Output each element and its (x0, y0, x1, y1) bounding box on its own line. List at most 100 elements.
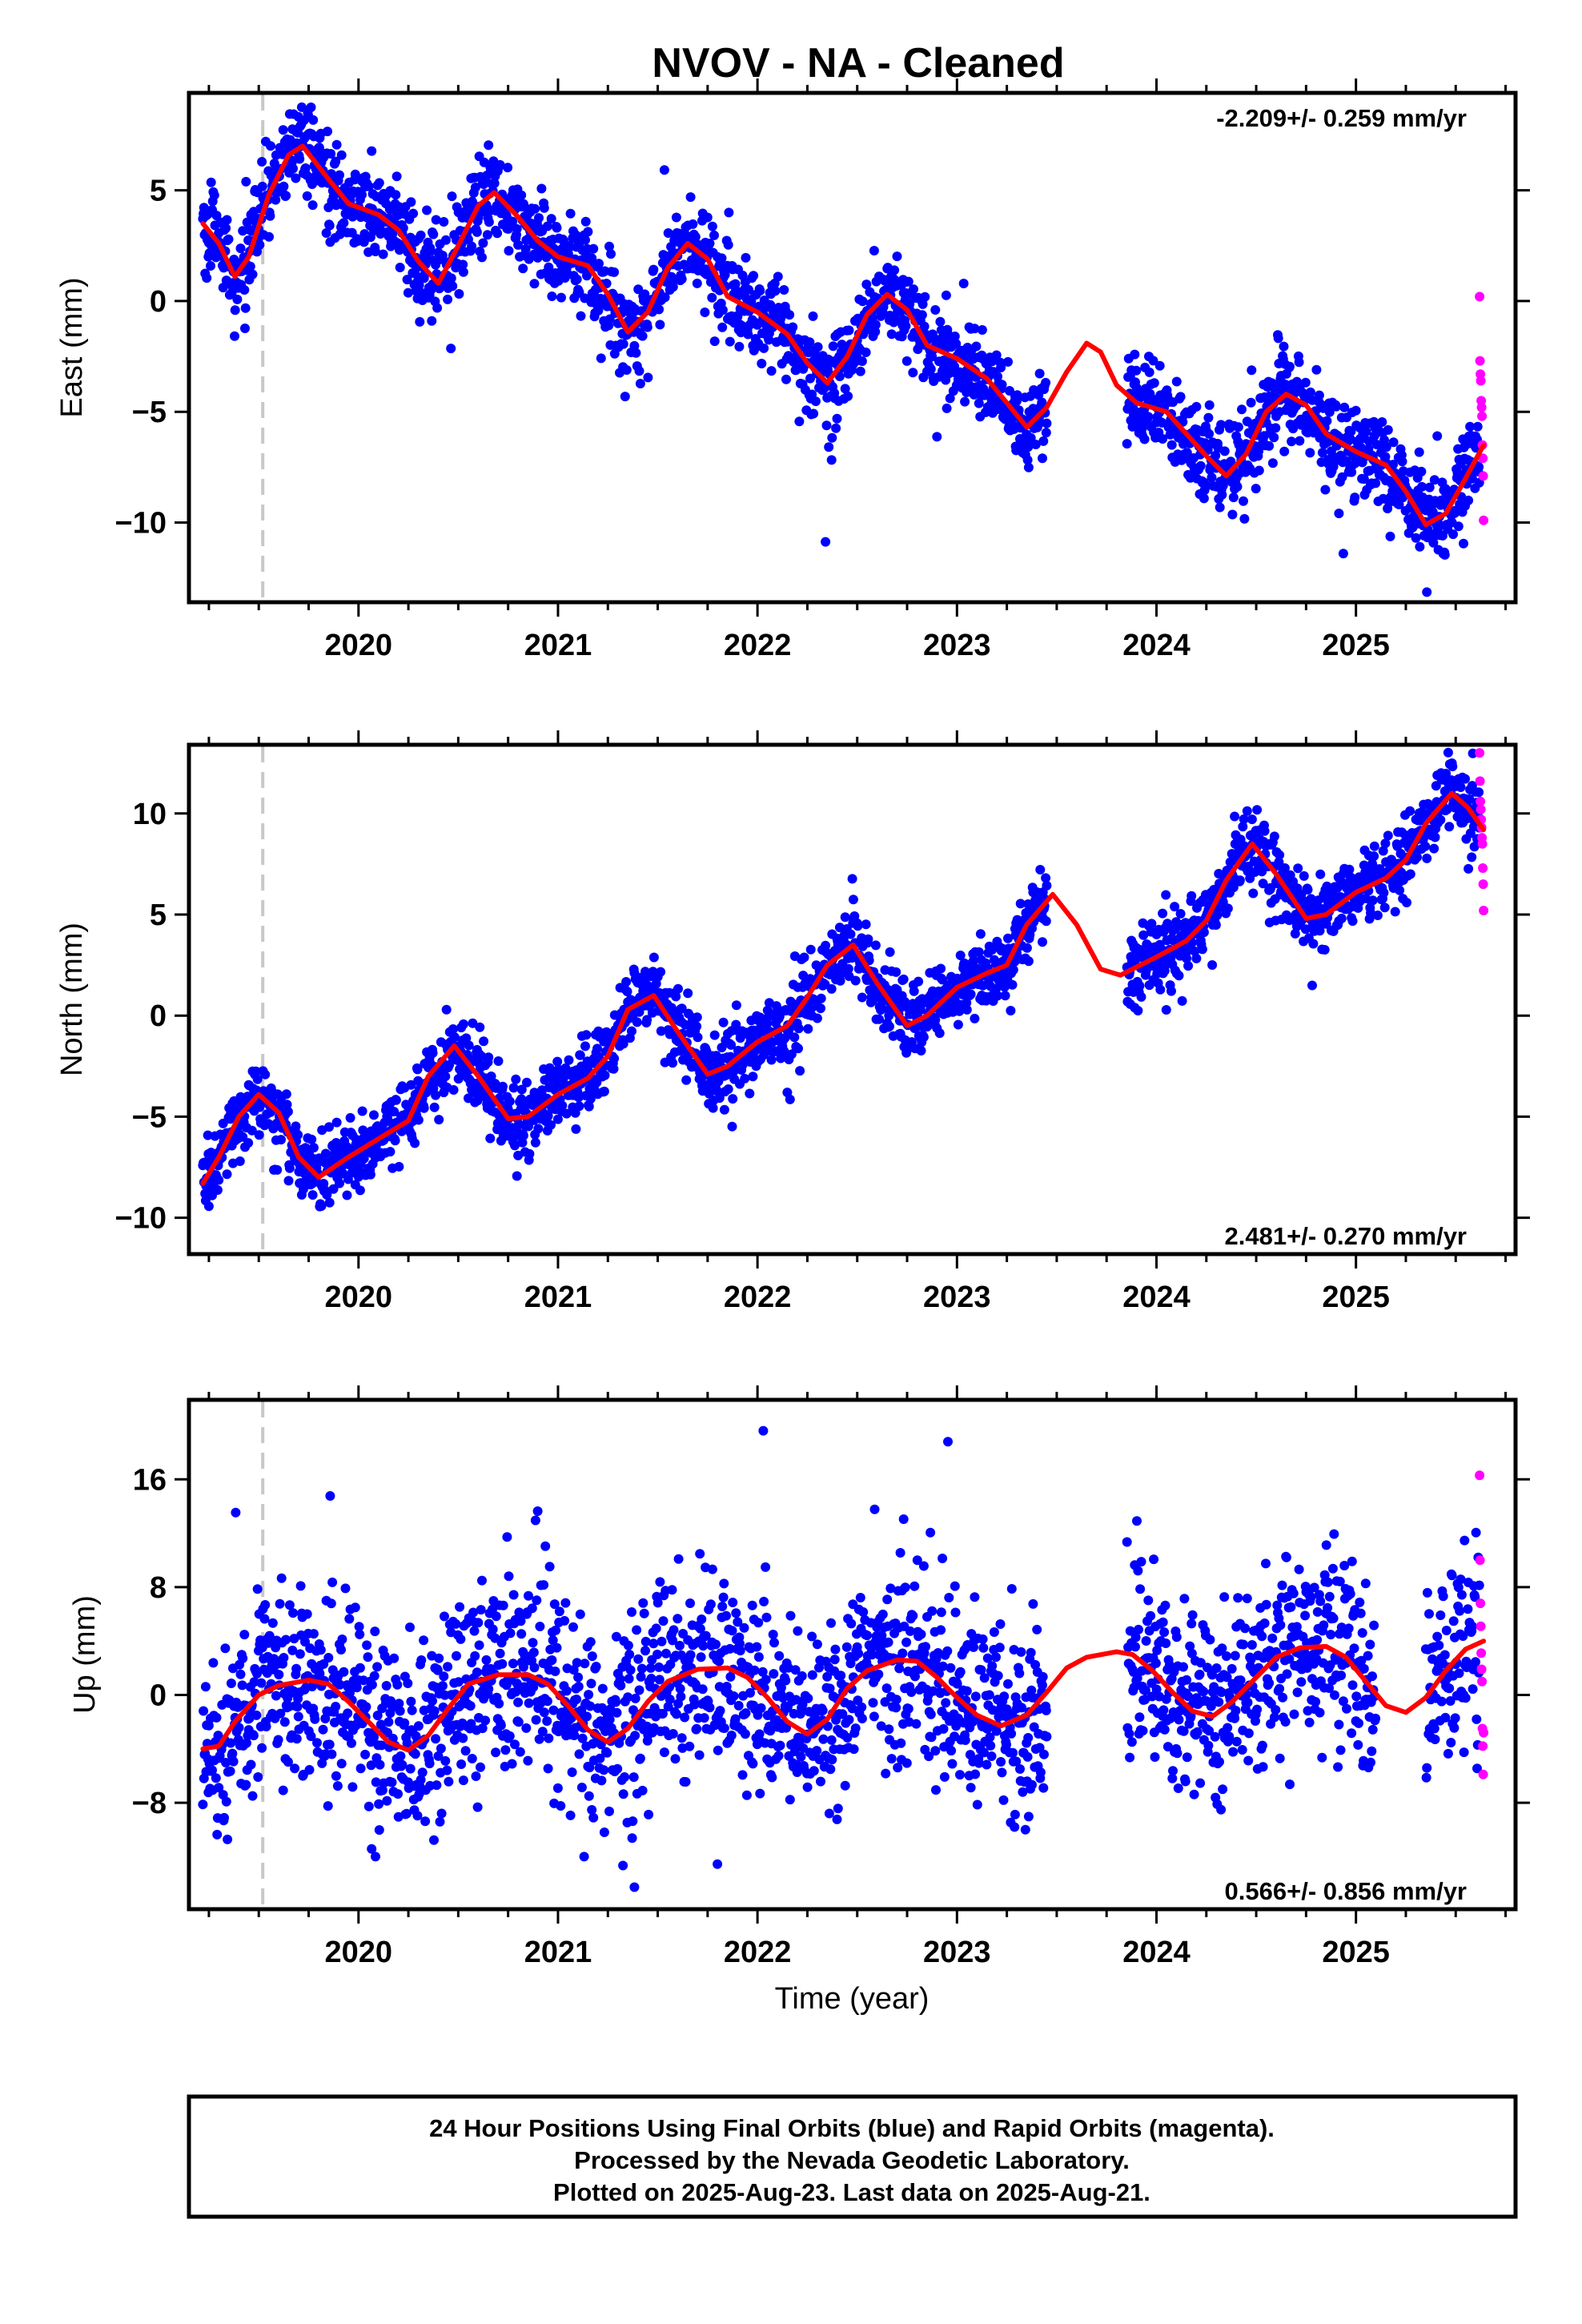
up-final-point (347, 1782, 358, 1792)
east-final-point (367, 146, 377, 156)
north-final-point (1300, 924, 1311, 935)
north-velocity-label: 2.481+/- 0.270 mm/yr (1225, 1222, 1467, 1250)
north-final-point (299, 1184, 308, 1194)
north-final-point (677, 1003, 687, 1014)
east-final-point (458, 267, 468, 277)
north-final-point (552, 1056, 563, 1067)
east-final-point (723, 239, 733, 250)
north-final-point (574, 1101, 584, 1112)
north-final-point (564, 1055, 574, 1065)
up-final-point (397, 1759, 408, 1770)
east-final-point (594, 259, 604, 269)
north-final-point (441, 1004, 452, 1015)
east-final-point (1191, 401, 1202, 412)
east-final-point (785, 310, 795, 320)
east-final-point (1388, 460, 1398, 470)
east-final-point (247, 269, 258, 279)
east-final-point (869, 246, 879, 255)
north-final-point (512, 1171, 522, 1181)
north-final-point (504, 1096, 515, 1107)
up-final-point (351, 1683, 362, 1693)
up-final-point (372, 1711, 383, 1721)
east-final-point (326, 149, 336, 159)
east-y-tick-label: 0 (150, 285, 167, 319)
north-final-point (1235, 875, 1245, 886)
up-final-point (279, 1717, 290, 1727)
north-final-point (861, 919, 871, 930)
up-final-point (239, 1630, 250, 1640)
north-x-tick-label: 2021 (524, 1281, 592, 1314)
north-final-point (1379, 903, 1390, 913)
up-final-point (327, 1749, 337, 1759)
east-final-point (640, 289, 650, 300)
north-final-point (737, 1059, 748, 1070)
north-final-point (693, 1032, 703, 1043)
up-final-point (271, 1691, 281, 1701)
east-final-point (621, 365, 632, 375)
north-y-tick-label: −10 (115, 1202, 167, 1236)
east-final-point (1239, 513, 1250, 524)
up-final-point (284, 1600, 295, 1610)
north-final-point (1177, 995, 1187, 1006)
north-final-point (900, 996, 910, 1007)
east-final-point (1204, 428, 1215, 439)
up-final-point (308, 1629, 319, 1639)
east-final-point (1211, 450, 1221, 460)
north-final-point (254, 1130, 264, 1140)
east-final-point (886, 329, 897, 340)
up-final-point (355, 1663, 365, 1673)
east-y-tick-label: −5 (132, 396, 167, 429)
north-final-point (1395, 885, 1405, 895)
up-final-point (412, 1811, 423, 1821)
east-final-point (1247, 365, 1257, 376)
east-final-point (565, 208, 576, 219)
north-final-point (251, 1066, 261, 1076)
east-final-point (1239, 496, 1248, 506)
east-final-point (843, 391, 853, 401)
east-final-point (583, 227, 593, 237)
north-final-point (1469, 842, 1480, 852)
north-final-point (1456, 782, 1466, 792)
north-final-point (1308, 939, 1319, 949)
east-final-point (431, 215, 441, 225)
up-final-point (325, 1491, 335, 1501)
north-final-point (243, 1138, 254, 1148)
east-x-tick-label: 2025 (1322, 629, 1390, 662)
east-final-point (1339, 402, 1350, 412)
east-final-point (813, 342, 823, 352)
east-final-point (503, 163, 513, 173)
east-final-point (1381, 442, 1391, 452)
north-final-point (673, 983, 683, 994)
east-final-point (1432, 431, 1443, 441)
north-final-point (1239, 814, 1249, 824)
north-y-tick-label: −5 (132, 1100, 167, 1134)
east-final-point (1439, 549, 1450, 560)
north-final-point (1369, 851, 1379, 862)
north-final-point (656, 967, 666, 977)
east-final-point (1334, 509, 1344, 519)
up-final-point (310, 1714, 320, 1724)
north-final-point (1166, 986, 1176, 996)
north-final-point (1344, 864, 1355, 875)
east-x-tick-label: 2023 (923, 629, 991, 662)
up-final-point (407, 1705, 417, 1715)
east-final-point (324, 220, 335, 231)
north-final-point (389, 1107, 400, 1117)
east-y-axis-label: East (mm) (55, 277, 89, 417)
east-final-point (930, 305, 941, 315)
north-final-point (1008, 965, 1018, 975)
east-final-point (1322, 416, 1332, 426)
east-final-point (731, 285, 741, 296)
up-final-point (219, 1812, 229, 1823)
north-final-point (1000, 991, 1010, 1001)
north-final-point (510, 1140, 520, 1151)
east-final-point (692, 278, 702, 288)
north-final-point (584, 1101, 594, 1112)
east-final-point (889, 265, 900, 275)
east-axes: 2020 2021 2022 2023 2024 2025−10−505 (115, 78, 1530, 662)
north-final-point (522, 1077, 532, 1088)
up-final-point (382, 1795, 392, 1806)
east-final-point (580, 216, 591, 227)
up-final-point (228, 1756, 239, 1767)
east-final-point (1305, 448, 1315, 458)
